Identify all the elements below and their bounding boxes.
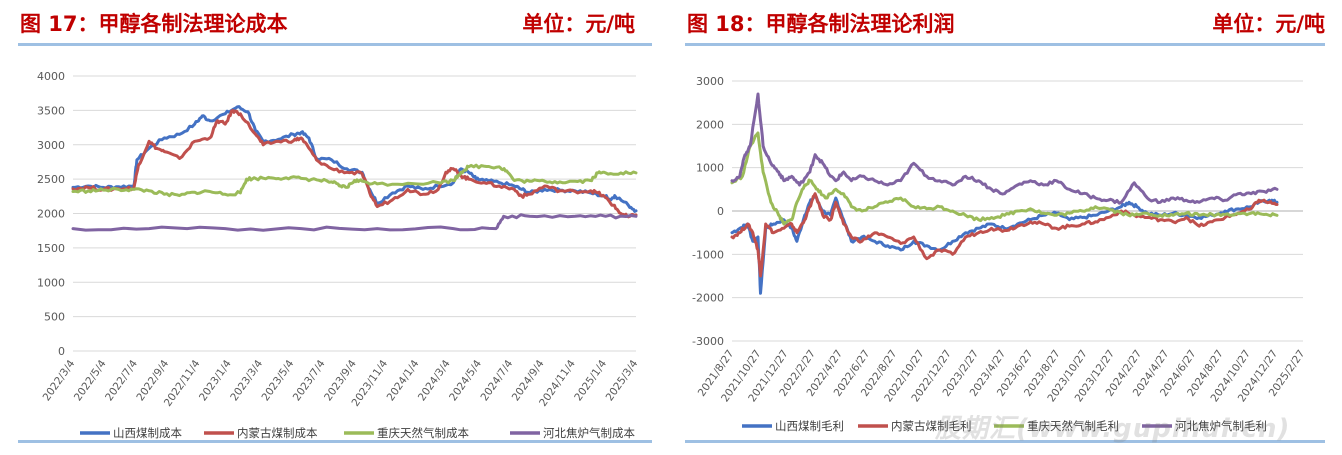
left-y-tick-label: 2000 <box>37 208 65 221</box>
right-chart-unit: 单位：元/吨 <box>1212 12 1325 36</box>
right-y-tick-label: 1000 <box>696 162 724 175</box>
left-y-tick-label: 500 <box>44 311 65 324</box>
right-line-chart: -3000-2000-100001000200030002021/8/27202… <box>692 75 1307 433</box>
left-chart-title: 图 17：甲醇各制法理论成本 <box>20 12 288 36</box>
right-y-tick-label: -3000 <box>692 335 724 348</box>
right-y-tick-label: 2000 <box>696 118 724 131</box>
left-bottom-rule <box>18 440 652 443</box>
left-chart-unit: 单位：元/吨 <box>522 12 635 36</box>
left-y-tick-label: 1000 <box>37 276 65 289</box>
right-series-line-4 <box>730 92 1279 205</box>
right-chart-panel: 图 18：甲醇各制法理论利润 单位：元/吨 -3000 -2000 -1000 0 10… <box>685 0 1325 455</box>
right-legend-label-2: 内蒙古煤制毛利 <box>891 419 972 433</box>
left-y-tick-label: 3000 <box>37 139 65 152</box>
right-bottom-rule <box>685 440 1325 443</box>
left-y-tick-label: 3500 <box>37 104 65 117</box>
left-series-line-3 <box>71 163 638 198</box>
left-legend-label-2: 内蒙古煤制成本 <box>237 426 318 440</box>
left-series-line-1 <box>71 105 638 213</box>
left-y-tick-label: 1500 <box>37 242 65 255</box>
watermark: 股期汇(www.gupihui.cn) <box>935 414 1291 444</box>
right-top-rule <box>685 43 1325 46</box>
left-legend-label-4: 河北焦炉气制成本 <box>543 426 635 440</box>
left-top-rule <box>18 43 652 46</box>
left-y-tick-label: 2500 <box>37 173 65 186</box>
right-legend-label-4: 河北焦炉气制毛利 <box>1175 419 1267 433</box>
left-y-tick-label: 4000 <box>37 70 65 83</box>
left-legend-label-1: 山西煤制成本 <box>113 426 182 440</box>
right-series-line-1 <box>730 194 1279 295</box>
right-y-tick-label: 0 <box>717 205 724 218</box>
right-y-tick-label: -2000 <box>692 292 724 305</box>
left-chart-panel: 图 17：甲醇各制法理论成本 单位：元/吨 0 500 1000 1500 2000 25… <box>0 0 655 455</box>
right-series-line-2 <box>730 192 1279 278</box>
left-series-line-4 <box>71 213 638 232</box>
left-legend-label-3: 重庆天然气制成本 <box>377 426 469 440</box>
left-chart-header: 图 17：甲醇各制法理论成本 单位：元/吨 <box>0 8 655 38</box>
right-legend-label-3: 重庆天然气制毛利 <box>1027 419 1119 433</box>
right-y-tick-label: 3000 <box>696 75 724 88</box>
right-y-tick-label: -1000 <box>692 248 724 261</box>
left-y-tick-label: 0 <box>58 345 65 358</box>
left-series-line-2 <box>71 108 638 219</box>
right-chart-title: 图 18：甲醇各制法理论利润 <box>687 12 955 36</box>
right-series-line-3 <box>730 131 1279 226</box>
left-line-chart: 050010001500200025003000350040002022/3/4… <box>37 70 641 440</box>
right-chart-header: 图 18：甲醇各制法理论利润 单位：元/吨 <box>685 8 1325 38</box>
left-x-tick-label: 2025/3/4 <box>604 358 641 404</box>
right-legend-label-1: 山西煤制毛利 <box>775 419 844 433</box>
